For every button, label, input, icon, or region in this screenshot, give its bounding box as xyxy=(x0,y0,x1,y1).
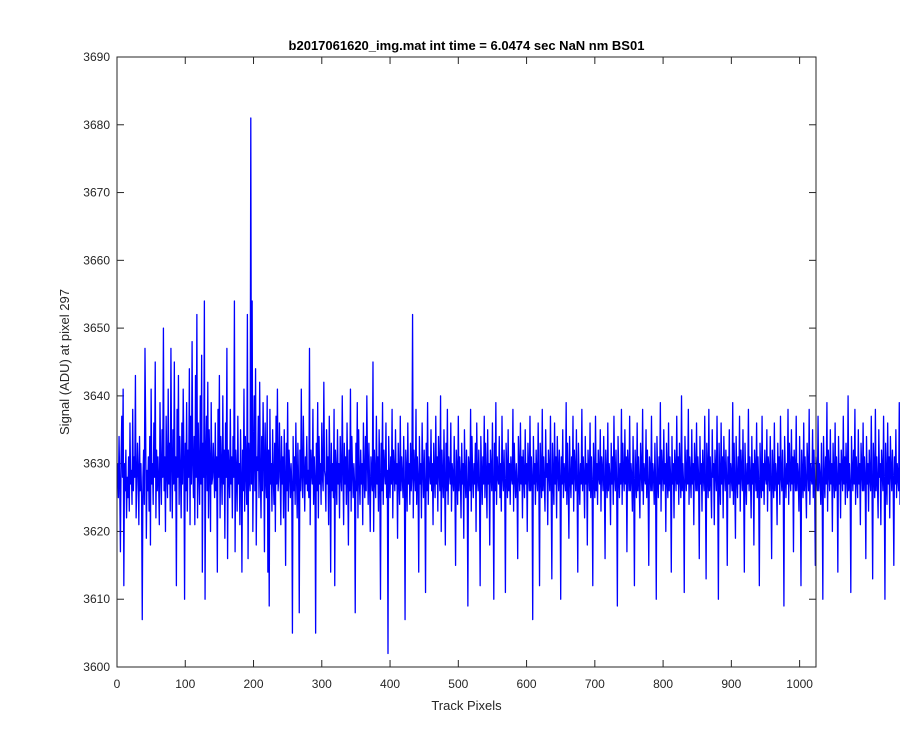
x-tick-label: 800 xyxy=(653,677,673,691)
x-tick-label: 700 xyxy=(585,677,605,691)
x-tick-label: 500 xyxy=(448,677,468,691)
x-axis-ticks: 0 100 200 300 400 500 600 700 800 900 1000 xyxy=(114,57,813,691)
y-tick-label: 3620 xyxy=(83,524,110,538)
y-tick-label: 3680 xyxy=(83,118,110,132)
x-tick-label: 200 xyxy=(244,677,264,691)
x-tick-label: 100 xyxy=(175,677,195,691)
axes-box xyxy=(116,56,817,668)
series-line xyxy=(117,117,900,655)
y-tick-label: 3600 xyxy=(83,660,110,674)
y-tick-label: 3650 xyxy=(83,321,110,335)
x-tick-label: 0 xyxy=(114,677,121,691)
x-axis-label: Track Pixels xyxy=(431,698,502,713)
y-axis-label: Signal (ADU) at pixel 297 xyxy=(57,289,72,435)
y-tick-label: 3690 xyxy=(83,50,110,64)
y-tick-label: 3630 xyxy=(83,457,110,471)
chart-title: b2017061620_img.mat int time = 6.0474 se… xyxy=(289,38,645,53)
series-layer xyxy=(117,117,900,655)
x-tick-label: 600 xyxy=(517,677,537,691)
x-tick-label: 400 xyxy=(380,677,400,691)
y-tick-label: 3610 xyxy=(83,592,110,606)
y-tick-label: 3670 xyxy=(83,186,110,200)
y-tick-label: 3660 xyxy=(83,253,110,267)
x-tick-label: 300 xyxy=(312,677,332,691)
y-tick-label: 3640 xyxy=(83,389,110,403)
x-tick-label: 1000 xyxy=(786,677,813,691)
x-tick-label: 900 xyxy=(721,677,741,691)
plot-area xyxy=(117,57,816,667)
